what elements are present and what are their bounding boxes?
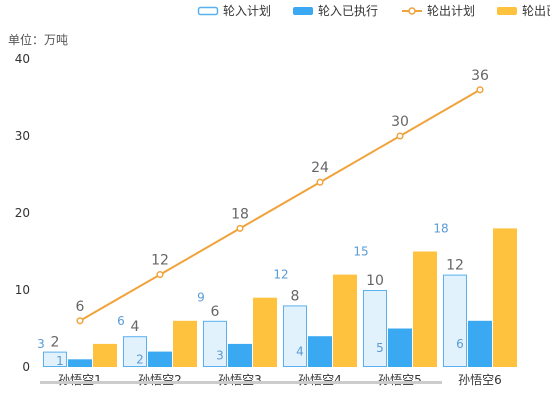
line-value-label: 36 — [471, 68, 489, 84]
bar-轮入已执行 — [148, 351, 172, 367]
bar-轮入已执行 — [68, 359, 92, 367]
bar-轮入计划 — [363, 290, 387, 367]
overlay-value-label: 6 — [117, 314, 125, 328]
legend-swatch-dot — [408, 7, 416, 15]
legend-swatch — [197, 6, 219, 16]
legend-label: 轮入已执行 — [318, 4, 378, 18]
bar-轮出已执行 — [93, 343, 117, 367]
x-tick-label: 孙悟空4 — [298, 372, 342, 387]
line-value-label: 30 — [391, 114, 409, 130]
bar-轮出已执行 — [173, 320, 197, 367]
x-tick-label: 孙悟空1 — [58, 372, 102, 387]
bar-value-label: 12 — [446, 258, 464, 274]
y-tick-label: 0 — [22, 360, 30, 374]
bar-轮出已执行 — [413, 251, 437, 367]
x-tick-label: 孙悟空2 — [138, 372, 182, 387]
bar-轮入计划 — [203, 320, 227, 367]
bar-value-label: 6 — [211, 304, 220, 320]
line-point — [236, 224, 244, 232]
legend-label: 轮出已执行 — [522, 4, 550, 18]
bar-inner-label: 4 — [296, 345, 304, 359]
bar-value-label: 10 — [366, 273, 384, 289]
bar-inner-label: 3 — [216, 348, 224, 362]
line-point — [76, 317, 84, 325]
line-value-label: 24 — [311, 160, 329, 176]
line-value-label: 18 — [231, 206, 249, 222]
overlay-value-label: 9 — [197, 291, 205, 305]
x-axis: 孙悟空1 孙悟空2 孙悟空3 孙悟空4 孙悟空5 孙悟空6 — [58, 372, 502, 387]
y-tick-label: 20 — [15, 206, 30, 220]
overlay-value-label: 18 — [433, 221, 448, 235]
line-point — [156, 271, 164, 279]
bar-轮出已执行 — [333, 274, 357, 367]
legend-label: 轮出计划 — [427, 4, 475, 18]
line-point — [476, 86, 484, 94]
x-tick-label: 孙悟空5 — [378, 372, 422, 387]
legend-label: 轮入计划 — [223, 4, 271, 18]
bar-轮出已执行 — [493, 228, 517, 367]
line-point — [316, 178, 324, 186]
unit-label: 单位：万吨 — [8, 32, 68, 47]
x-tick-label: 孙悟空3 — [218, 372, 262, 387]
line-series: 6 12 18 24 30 36 — [76, 68, 489, 325]
overlay-value-label: 12 — [273, 268, 288, 282]
bar-inner-label: 2 — [136, 352, 144, 366]
bar-轮入已执行 — [228, 343, 252, 367]
bar-value-label: 2 — [51, 335, 60, 351]
overlay-value-label: 15 — [353, 245, 368, 259]
bar-轮出已执行 — [253, 297, 277, 367]
x-scrollbar[interactable] — [40, 381, 442, 384]
y-axis: 0 10 20 30 40 — [15, 52, 30, 374]
bar-inner-label: 6 — [456, 337, 464, 351]
bar-轮入计划 — [283, 305, 307, 367]
line-point — [396, 132, 404, 140]
bar-轮入计划 — [43, 351, 67, 368]
chart-legend[interactable]: 轮入计划 轮入已执行 轮出计划 轮出已执行 — [197, 4, 550, 18]
y-tick-label: 40 — [15, 52, 30, 66]
bar-value-label: 8 — [291, 288, 300, 304]
bar-轮入计划 — [443, 274, 467, 368]
x-tick-label: 孙悟空6 — [458, 372, 502, 387]
line-轮出计划 — [79, 88, 481, 322]
bar-轮入计划 — [123, 336, 147, 368]
bar-value-label: 4 — [131, 319, 140, 335]
bar-轮入已执行 — [388, 328, 412, 367]
bar-inner-label: 1 — [56, 354, 64, 368]
bar-轮入已执行 — [308, 336, 332, 367]
y-tick-label: 10 — [15, 283, 30, 297]
legend-swatch — [293, 7, 313, 15]
overlay-value-label: 3 — [37, 337, 45, 351]
bar-inner-label: 5 — [376, 341, 384, 355]
legend-swatch — [497, 7, 517, 15]
bar-轮入已执行 — [468, 320, 492, 367]
line-value-label: 6 — [76, 299, 85, 315]
y-tick-label: 30 — [15, 129, 30, 143]
line-value-label: 12 — [151, 253, 169, 269]
